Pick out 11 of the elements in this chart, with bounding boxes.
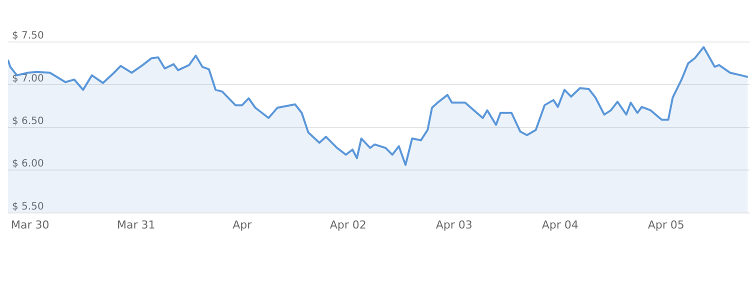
x-tick-label: Apr 03 <box>436 218 472 232</box>
x-tick-label: Apr 04 <box>542 218 578 232</box>
y-tick-label: $ 5.50 <box>12 201 44 212</box>
y-tick-label: $ 7.50 <box>12 30 44 42</box>
x-tick-label: Mar 31 <box>116 218 156 232</box>
x-tick-label: Apr 05 <box>648 218 684 232</box>
y-tick-label: $ 6.50 <box>12 116 44 127</box>
x-tick-label: Apr <box>232 218 252 232</box>
x-tick-label: Mar 30 <box>10 218 50 232</box>
y-tick-label: $ 6.00 <box>12 158 44 170</box>
x-tick-label: Apr 02 <box>330 218 366 232</box>
